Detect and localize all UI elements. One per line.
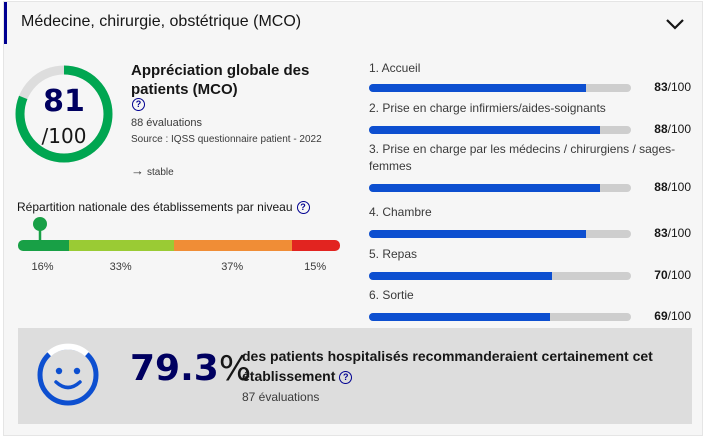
criterion-progress-fill xyxy=(369,184,600,192)
trend-label: stable xyxy=(147,167,174,178)
criterion-score-suffix: /100 xyxy=(667,309,691,323)
criterion-label: 2. Prise en charge infirmiers/aides-soig… xyxy=(369,101,606,115)
repartition-percentage: 33% xyxy=(109,261,132,273)
repartition-segment xyxy=(174,240,293,251)
criterion-score-suffix: /100 xyxy=(667,226,691,240)
criterion-label: 6. Sortie xyxy=(369,288,414,302)
criterion-progress-bar xyxy=(369,272,631,280)
criterion-progress-fill xyxy=(369,272,553,280)
criterion-label: 4. Chambre xyxy=(369,205,432,219)
criterion-score: 69/100 xyxy=(654,309,691,323)
criterion-score-value: 83 xyxy=(654,80,668,94)
criterion-score-suffix: /100 xyxy=(667,122,691,136)
question-icon[interactable]: ? xyxy=(296,201,310,215)
global-score-title: Appréciation globale des patients (MCO) xyxy=(131,62,310,98)
criterion-score-value: 69 xyxy=(654,309,668,323)
recommendation-sentence: des patients hospitalisés recommanderaie… xyxy=(242,348,653,384)
repartition-bar xyxy=(18,240,340,251)
criterion-score: 88/100 xyxy=(654,122,691,136)
gauge-ring xyxy=(15,65,113,163)
recommendation-unit: % xyxy=(218,349,252,389)
criterion-item: 2. Prise en charge infirmiers/aides-soig… xyxy=(369,100,699,136)
criterion-progress-bar xyxy=(369,126,631,134)
repartition-segment xyxy=(69,240,175,251)
recommendation-text: des patients hospitalisés recommanderaie… xyxy=(242,346,682,386)
trend-indicator: → stable xyxy=(131,163,174,178)
criterion-label: 5. Repas xyxy=(369,247,418,261)
criterion-item: 3. Prise en charge par les médecins / ch… xyxy=(369,141,699,194)
global-evaluations: 88 évaluations xyxy=(131,117,202,129)
recommendation-panel: 79.3% des patients hospitalisés recomman… xyxy=(18,328,692,424)
criterion-score-value: 70 xyxy=(654,268,668,282)
criterion-score-value: 83 xyxy=(654,226,668,240)
criterion-item: 6. Sortie 69/100 xyxy=(369,287,699,323)
smiley-icon xyxy=(37,343,99,406)
criterion-progress-fill xyxy=(369,126,600,134)
global-score-gauge: 81 /100 xyxy=(14,64,114,164)
question-icon[interactable]: ? xyxy=(132,98,145,111)
criterion-score-suffix: /100 xyxy=(667,80,691,94)
recommendation-number: 79.3 xyxy=(130,348,219,389)
criterion-score: 88/100 xyxy=(654,180,691,194)
repartition-text: Répartition nationale des établissements… xyxy=(17,200,293,214)
criterion-progress-bar xyxy=(369,313,631,321)
criterion-score-suffix: /100 xyxy=(667,180,691,194)
criterion-progress-bar xyxy=(369,230,631,238)
recommendation-value: 79.3% xyxy=(130,348,251,389)
chevron-down-icon[interactable] xyxy=(664,16,686,32)
criterion-score-value: 88 xyxy=(654,180,668,194)
criterion-progress-fill xyxy=(369,313,550,321)
global-score-denominator: /100 xyxy=(41,124,87,148)
repartition-percentage: 37% xyxy=(221,261,244,273)
mco-card: Médecine, chirurgie, obstétrique (MCO) 8… xyxy=(3,1,703,436)
repartition-segment xyxy=(18,240,69,251)
source-text: Source : IQSS questionnaire patient - 20… xyxy=(131,134,322,145)
criterion-label: 1. Accueil xyxy=(369,61,421,75)
criterion-item: 1. Accueil 83/100 xyxy=(369,60,699,94)
criterion-score-value: 88 xyxy=(654,122,668,136)
criterion-progress-fill xyxy=(369,84,587,92)
repartition-percentage: 15% xyxy=(304,261,327,273)
criterion-progress-bar xyxy=(369,84,631,92)
repartition-segment xyxy=(292,240,340,251)
repartition-label: Répartition nationale des établissements… xyxy=(17,200,310,215)
global-score-value: 81 xyxy=(43,84,85,119)
question-icon[interactable]: ? xyxy=(339,370,353,384)
repartition-percentage: 16% xyxy=(31,261,54,273)
criterion-score-suffix: /100 xyxy=(667,268,691,282)
criterion-progress-bar xyxy=(369,184,631,192)
criterion-score: 83/100 xyxy=(654,226,691,240)
criterion-score: 70/100 xyxy=(654,268,691,282)
criterion-item: 4. Chambre 83/100 xyxy=(369,204,699,240)
criterion-label: 3. Prise en charge par les médecins / ch… xyxy=(369,142,676,173)
section-title: Médecine, chirurgie, obstétrique (MCO) xyxy=(21,13,302,30)
accordion-header[interactable]: Médecine, chirurgie, obstétrique (MCO) xyxy=(4,2,704,44)
criterion-progress-fill xyxy=(369,230,587,238)
recommendation-evaluations: 87 évaluations xyxy=(242,390,320,404)
criterion-item: 5. Repas 70/100 xyxy=(369,246,699,282)
arrow-right-icon: → xyxy=(131,163,144,178)
criterion-score: 83/100 xyxy=(654,80,691,94)
